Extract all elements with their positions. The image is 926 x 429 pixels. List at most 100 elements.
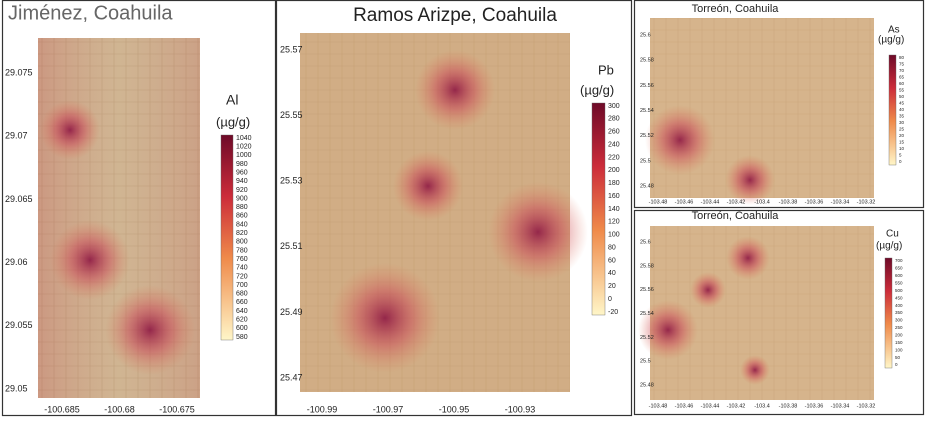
y-tick-label: 25.6	[640, 32, 651, 38]
x-tick-label: -103.34	[831, 403, 850, 409]
unit-label: (µg/g)	[580, 82, 614, 97]
colorbar-tick-label: 50	[899, 94, 905, 99]
colorbar-tick-label: 55	[899, 88, 905, 93]
colorbar-tick-label: 200	[608, 167, 620, 174]
colorbar-tick-label: 0	[608, 296, 612, 303]
element-label: As	[888, 25, 900, 36]
x-tick-label: -103.44	[701, 403, 720, 409]
y-tick-label: 25.57	[280, 44, 303, 54]
y-tick-label: 25.55	[280, 110, 303, 120]
element-label: Al	[226, 92, 238, 108]
colorbar-tick-label: 900	[236, 195, 248, 202]
y-tick-label: 29.07	[5, 131, 28, 141]
x-tick-label: -103.34	[831, 199, 850, 205]
hotspot	[330, 263, 440, 373]
colorbar-tick-label: 40	[608, 270, 616, 277]
hotspot	[105, 285, 195, 375]
unit-label: (µg/g)	[216, 114, 250, 129]
hotspot	[645, 105, 715, 175]
hotspot	[690, 272, 726, 308]
x-tick-label: -100.93	[505, 404, 536, 414]
y-tick-label: 25.51	[280, 241, 303, 251]
colorbar-tick-label: 550	[895, 280, 903, 285]
colorbar-tick-label: 650	[895, 266, 903, 271]
hotspot	[40, 100, 100, 160]
colorbar-tick-label: 300	[895, 318, 903, 323]
colorbar-tick-label: 920	[236, 187, 248, 194]
colorbar-tick-label: 10	[899, 146, 905, 151]
x-tick-label: -103.42	[727, 199, 746, 205]
colorbar-tick-label: 100	[608, 232, 620, 239]
colorbar-tick-label: 20	[899, 133, 905, 138]
colorbar-tick-label: 75	[899, 62, 905, 67]
hotspot	[740, 355, 770, 385]
colorbar-tick-label: 1040	[236, 135, 252, 142]
colorbar-tick-label: 860	[236, 213, 248, 220]
colorbar-tick-label: 50	[895, 355, 901, 360]
colorbar-tick-label: 20	[608, 283, 616, 290]
y-tick-label: 25.48	[640, 183, 654, 189]
colorbar-tick-label: 40	[899, 107, 905, 112]
colorbar-tick-label: 200	[895, 332, 903, 337]
y-tick-label: 25.6	[640, 239, 651, 245]
y-tick-label: 25.48	[640, 382, 654, 388]
colorbar-tick-label: 65	[899, 75, 905, 80]
y-tick-label: 25.54	[640, 311, 654, 317]
colorbar-tick-label: 840	[236, 221, 248, 228]
panel-title: Jiménez, Coahuila	[8, 2, 173, 24]
y-tick-label: 25.58	[640, 58, 654, 64]
colorbar-tick-label: 820	[236, 230, 248, 237]
hotspot	[725, 155, 775, 205]
y-tick-label: 29.075	[5, 67, 33, 77]
panel-title: Ramos Arizpe, Coahuila	[353, 5, 557, 26]
colorbar	[220, 134, 234, 341]
colorbar	[884, 257, 893, 369]
x-tick-label: -103.48	[649, 403, 668, 409]
colorbar-tick-label: 100	[895, 347, 903, 352]
x-tick-label: -100.95	[439, 404, 470, 414]
colorbar-tick-label: 260	[608, 129, 620, 136]
map-panel: Torreón, Coahuila 25.6 25.58 25.56 25.54 25.5…	[633, 0, 925, 209]
unit-label: (µg/g)	[876, 241, 902, 252]
x-tick-label: -103.32	[857, 403, 876, 409]
y-tick-label: 29.06	[5, 257, 28, 267]
colorbar-tick-label: 600	[236, 325, 248, 332]
x-tick-label: -103.42	[727, 403, 746, 409]
colorbar-tick-label: 0	[899, 159, 902, 164]
y-tick-label: 25.49	[280, 307, 303, 317]
x-tick-label: -103.32	[857, 199, 876, 205]
colorbar-tick-label: 640	[236, 308, 248, 315]
colorbar-tick-label: 120	[608, 219, 620, 226]
colorbar-tick-label: -20	[608, 309, 618, 316]
panel-title: Torreón, Coahuila	[692, 3, 780, 15]
colorbar-tick-label: 0	[895, 362, 898, 367]
colorbar-tick-label: 280	[608, 116, 620, 123]
colorbar-tick-label: 250	[895, 325, 903, 330]
colorbar-tick-label: 5	[899, 153, 902, 158]
colorbar-tick-label: 1020	[236, 143, 252, 150]
y-tick-label: 25.56	[640, 83, 654, 89]
hotspot	[393, 151, 463, 221]
x-tick-label: -100.675	[159, 404, 195, 414]
x-tick-label: -100.685	[44, 404, 80, 414]
x-tick-label: -103.46	[675, 403, 694, 409]
colorbar-tick-label: 15	[899, 140, 905, 145]
y-tick-label: 29.05	[5, 383, 28, 393]
colorbar-tick-label: 35	[899, 114, 905, 119]
hotspot	[726, 236, 770, 280]
colorbar-tick-label: 70	[899, 68, 905, 73]
x-tick-label: -103.46	[675, 199, 694, 205]
x-tick-label: -100.97	[373, 404, 404, 414]
y-tick-label: 29.055	[5, 320, 33, 330]
colorbar-tick-label: 700	[236, 282, 248, 289]
y-tick-label: 25.54	[640, 108, 654, 114]
x-tick-label: -103.38	[779, 403, 798, 409]
y-tick-label: 25.5	[640, 359, 651, 365]
colorbar-tick-label: 800	[236, 239, 248, 246]
x-tick-label: -100.68	[104, 404, 135, 414]
colorbar-tick-label: 980	[236, 161, 248, 168]
colorbar-tick-label: 580	[236, 334, 248, 341]
colorbar-tick-label: 300	[608, 103, 620, 110]
x-tick-label: -103.48	[649, 199, 668, 205]
